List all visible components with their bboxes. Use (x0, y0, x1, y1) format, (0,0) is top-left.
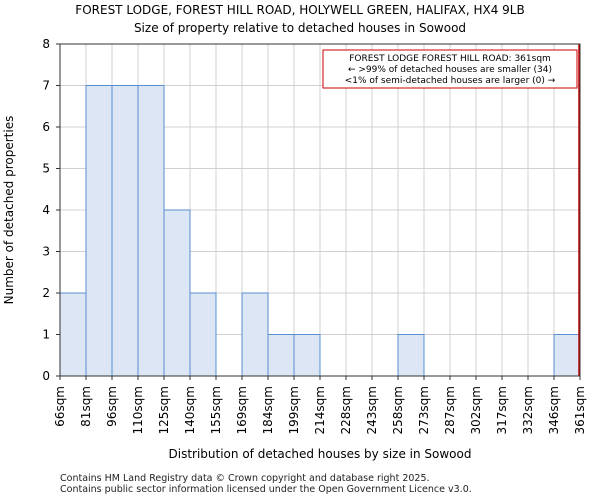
x-tick-label: 361sqm (573, 386, 587, 434)
x-tick-label: 302sqm (469, 386, 483, 434)
x-tick-label: 155sqm (209, 386, 223, 434)
bar (397, 334, 425, 377)
y-axis-label: Number of detached properties (2, 116, 16, 305)
annotation-line-2: ← >99% of detached houses are smaller (3… (348, 65, 552, 75)
bar (111, 85, 139, 377)
y-tick-label: 4 (42, 203, 50, 217)
x-tick-label: 125sqm (157, 386, 171, 434)
x-tick-label: 96sqm (105, 386, 119, 427)
x-tick-label: 169sqm (235, 386, 249, 434)
y-tick-label: 3 (42, 245, 50, 259)
y-tick-label: 0 (42, 369, 50, 383)
x-tick-label: 110sqm (131, 386, 145, 434)
annotation-box: FOREST LODGE FOREST HILL ROAD: 361sqm ← … (322, 49, 578, 89)
plot-frame (59, 43, 581, 377)
x-tick-label: 66sqm (53, 386, 67, 427)
y-tick-label: 1 (42, 328, 50, 342)
x-tick-label: 287sqm (443, 386, 457, 434)
footer-attribution: Contains HM Land Registry data © Crown c… (60, 473, 472, 495)
x-tick-label: 258sqm (391, 386, 405, 434)
x-tick-label: 199sqm (287, 386, 301, 434)
x-tick-label: 273sqm (417, 386, 431, 434)
x-tick-label: 184sqm (261, 386, 275, 434)
bar (137, 85, 165, 377)
y-tick-label: 8 (42, 37, 50, 51)
y-tick-label: 5 (42, 162, 50, 176)
x-tick-label: 81sqm (79, 386, 93, 427)
annotation-line-3: <1% of semi-detached houses are larger (… (345, 76, 556, 86)
bar (189, 292, 217, 377)
x-tick-label: 243sqm (365, 386, 379, 434)
x-axis-ticks: 66sqm 81sqm 96sqm 110sqm 125sqm 140sqm 155sqm 1… (53, 376, 587, 434)
y-tick-label: 6 (42, 120, 50, 134)
x-tick-label: 332sqm (521, 386, 535, 434)
chart-title: FOREST LODGE, FOREST HILL ROAD, HOLYWELL… (75, 3, 524, 17)
bar (553, 334, 581, 377)
footer-line-2: Contains public sector information licen… (60, 484, 472, 495)
y-tick-label: 7 (42, 79, 50, 93)
annotation-line-1: FOREST LODGE FOREST HILL ROAD: 361sqm (349, 54, 551, 64)
bar (163, 209, 191, 377)
histogram-chart: FOREST LODGE, FOREST HILL ROAD, HOLYWELL… (2, 3, 587, 461)
bars (59, 85, 581, 377)
bar (293, 334, 321, 377)
annotation-border (322, 49, 578, 89)
y-axis-ticks: 0 1 2 3 4 5 6 7 8 (42, 37, 60, 383)
bar (59, 292, 87, 377)
x-axis-label: Distribution of detached houses by size … (169, 447, 472, 461)
x-tick-label: 346sqm (547, 386, 561, 434)
bar (85, 85, 113, 377)
x-tick-label: 228sqm (339, 386, 353, 434)
x-tick-label: 214sqm (313, 386, 327, 434)
footer-line-1: Contains HM Land Registry data © Crown c… (60, 473, 430, 484)
bar (267, 334, 295, 377)
x-tick-label: 140sqm (183, 386, 197, 434)
bar (241, 292, 269, 377)
x-tick-label: 317sqm (495, 386, 509, 434)
y-tick-label: 2 (42, 286, 50, 300)
chart-subtitle: Size of property relative to detached ho… (134, 21, 466, 35)
